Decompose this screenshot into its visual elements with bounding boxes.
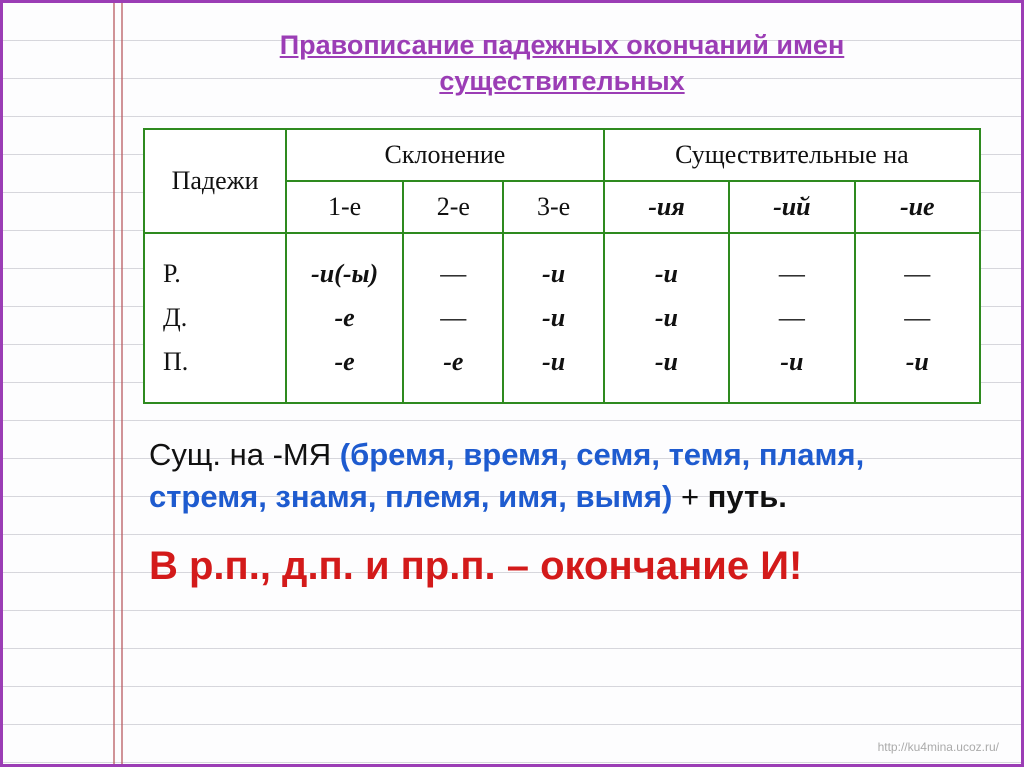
c5-r: —	[904, 259, 930, 288]
para-lead: Сущ. на -МЯ	[149, 437, 340, 472]
row-d: Д.	[163, 303, 187, 332]
group-nouns-on: Существительные на	[604, 129, 980, 181]
group-declension: Склонение	[286, 129, 604, 181]
cell-c2: -и -и -и	[503, 233, 603, 404]
conclusion-line: В р.п., д.п. и пр.п. – окончание И!	[143, 544, 981, 589]
c4-d: —	[779, 303, 805, 332]
col-3e: 3-е	[503, 181, 603, 233]
note-paragraph: Сущ. на -МЯ (бремя, время, семя, темя, п…	[143, 434, 981, 518]
endings-table: Падежи Склонение Существительные на 1-е …	[143, 128, 981, 405]
c0-r: -и(-ы)	[311, 259, 378, 288]
table-body-row: Р. Д. П. -и(-ы) -е -е — — -е -и -и -	[144, 233, 980, 404]
para-tail: путь.	[708, 479, 787, 514]
c3-p: -и	[655, 347, 678, 376]
c2-p: -и	[542, 347, 565, 376]
c1-d: —	[440, 303, 466, 332]
notebook-margin-line	[121, 3, 123, 764]
c0-p: -е	[335, 347, 355, 376]
cell-c1: — — -е	[403, 233, 503, 404]
title-line-1: Правописание падежных окончаний имен	[280, 30, 845, 60]
c5-d: —	[904, 303, 930, 332]
row-r: Р.	[163, 259, 181, 288]
c3-d: -и	[655, 303, 678, 332]
para-plus: +	[672, 479, 707, 514]
row-labels: Р. Д. П.	[144, 233, 286, 404]
c1-p: -е	[443, 347, 463, 376]
c4-r: —	[779, 259, 805, 288]
content-area: Правописание падежных окончаний имен сущ…	[143, 27, 981, 589]
c2-r: -и	[542, 259, 565, 288]
col-2e: 2-е	[403, 181, 503, 233]
c2-d: -и	[542, 303, 565, 332]
footer-url: http://ku4mina.ucoz.ru/	[878, 740, 999, 754]
c5-p: -и	[906, 347, 929, 376]
cell-c4: — — -и	[729, 233, 854, 404]
page-frame: Правописание падежных окончаний имен сущ…	[0, 0, 1024, 767]
col-1e: 1-е	[286, 181, 403, 233]
c0-d: -е	[335, 303, 355, 332]
cell-c0: -и(-ы) -е -е	[286, 233, 403, 404]
cell-c5: — — -и	[855, 233, 980, 404]
cell-c3: -и -и -и	[604, 233, 729, 404]
col-iya: -ия	[604, 181, 729, 233]
slide-title: Правописание падежных окончаний имен сущ…	[143, 27, 981, 100]
c4-p: -и	[780, 347, 803, 376]
row-p: П.	[163, 347, 188, 376]
title-line-2: существительных	[439, 66, 684, 96]
col-ie: -ие	[855, 181, 980, 233]
c1-r: —	[440, 259, 466, 288]
corner-cell: Падежи	[144, 129, 286, 233]
table-header-row-1: Падежи Склонение Существительные на	[144, 129, 980, 181]
notebook-margin-line	[113, 3, 115, 764]
c3-r: -и	[655, 259, 678, 288]
col-iy: -ий	[729, 181, 854, 233]
